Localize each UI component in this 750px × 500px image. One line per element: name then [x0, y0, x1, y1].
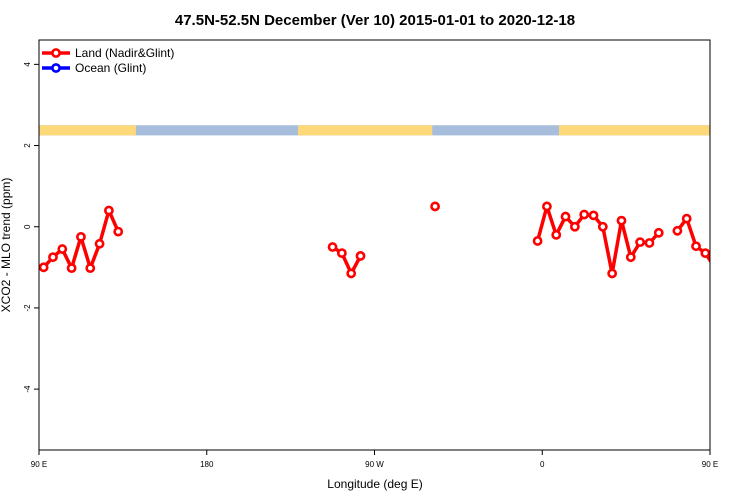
series-0-point-3-0: [532, 236, 543, 246]
series-0-point-1-3: [355, 251, 366, 261]
series-0-point-0-2: [57, 244, 68, 254]
series-0-point-3-3: [560, 211, 571, 222]
series-0-point-0-1: [48, 252, 58, 263]
legend-marker-1: [51, 63, 61, 73]
series-0-point-1-1: [336, 248, 347, 259]
series-0-point-4-3: [700, 248, 710, 259]
series-0-point-3-10: [625, 252, 636, 263]
legend-label-1: Ocean (Glint): [75, 61, 146, 75]
series-0-point-4-5: [720, 254, 727, 261]
y-axis-label: XCO2 - MLO trend (ppm): [0, 178, 13, 313]
series-0-point-2-0: [430, 201, 440, 212]
series-0-point-3-11: [635, 237, 646, 248]
land-band-1: [298, 125, 433, 136]
series-0-point-1-0: [327, 242, 338, 252]
land-mask-strip: [39, 125, 710, 136]
x-tick-label-4: 90 E: [702, 460, 718, 469]
series-0-point-3-13: [653, 227, 664, 238]
series-0-point-3-2: [551, 229, 562, 240]
series-0-point-3-6: [588, 210, 599, 221]
series-0-point-0-5: [85, 263, 96, 274]
series-layer: [39, 201, 746, 279]
x-tick-label-2: 90 W: [365, 460, 384, 469]
y-tick-label-4: 4: [23, 62, 32, 67]
series-0-point-1-2: [346, 268, 357, 279]
series-0-point-0-3: [66, 263, 77, 274]
legend-label-0: Land (Nadir&Glint): [75, 46, 174, 60]
y-axis: -4 -2 0 2 4: [23, 62, 39, 393]
series-0-line-1: [331, 245, 363, 276]
plot-area: [38, 39, 746, 451]
y-tick-label-0: -4: [23, 385, 32, 393]
x-tick-label-1: 180: [200, 460, 214, 469]
x-tick-label-0: 90 E: [31, 460, 47, 469]
x-tick-label-3: 0: [540, 460, 545, 469]
series-0-point-0-7: [103, 205, 114, 216]
series-0-point-3-9: [616, 215, 627, 226]
series-0-point-3-12: [644, 238, 655, 248]
series-0-point-4-2: [691, 241, 701, 252]
series-0-point-3-5: [579, 209, 590, 220]
series-0-point-3-8: [607, 268, 618, 279]
series-0-point-4-1: [681, 213, 692, 224]
series-0-point-4-6: [730, 245, 737, 252]
series-0-point-4-4: [709, 265, 710, 269]
series-0-point-4-7: [739, 265, 746, 272]
legend: Land (Nadir&Glint)Ocean (Glint): [42, 46, 174, 75]
x-axis-label: Longitude (deg E): [327, 477, 422, 491]
plot-frame: [38, 39, 711, 451]
chart-title: 47.5N-52.5N December (Ver 10) 2015-01-01…: [175, 12, 575, 29]
x-axis: 90 E 180 90 W 0 90 E: [31, 450, 718, 469]
y-tick-label-2: 0: [23, 224, 32, 229]
y-tick-label-3: 2: [23, 143, 32, 148]
series-0-point-3-4: [569, 221, 580, 232]
land-band-2: [559, 125, 710, 136]
series-0-point-0-0: [39, 262, 49, 273]
land-band-0: [39, 125, 136, 136]
legend-marker-0: [51, 48, 61, 58]
series-0-point-3-1: [542, 201, 552, 212]
series-0-point-3-7: [597, 221, 608, 232]
y-tick-label-1: -2: [23, 304, 32, 312]
series-0-point-0-8: [113, 226, 124, 237]
series-0-point-0-6: [94, 238, 105, 249]
series-0-point-0-4: [76, 231, 86, 242]
series-0-point-4-0: [672, 225, 683, 236]
